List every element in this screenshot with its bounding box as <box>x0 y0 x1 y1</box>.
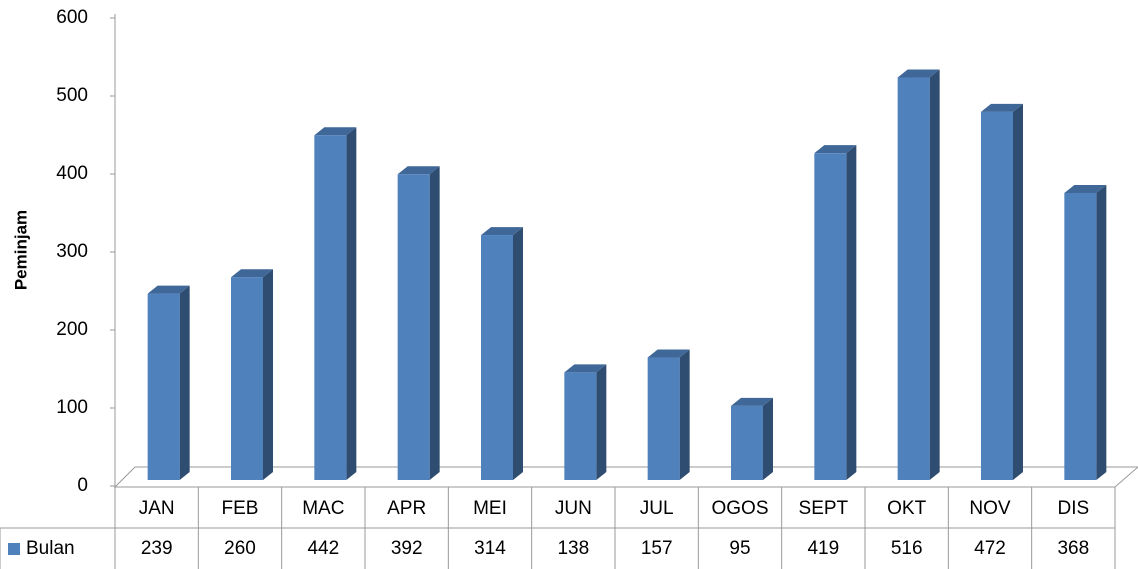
legend-label: Bulan <box>26 538 75 559</box>
bar <box>731 405 763 480</box>
bar-side <box>596 364 607 480</box>
y-axis-title: Peminjam <box>11 210 30 290</box>
y-tick-label: 0 <box>77 475 88 496</box>
bar-top <box>314 127 357 136</box>
table-value: 239 <box>141 538 173 559</box>
bar-side <box>846 145 857 480</box>
bar-side <box>429 166 440 481</box>
bar <box>147 293 180 480</box>
bar-side <box>513 227 523 480</box>
table-value: 95 <box>729 538 750 559</box>
bar-top <box>981 103 1023 112</box>
bar <box>314 135 347 481</box>
y-tick-label: 600 <box>56 7 88 28</box>
table-value: 419 <box>807 538 839 559</box>
bar-side <box>929 69 940 481</box>
x-tick-label: DIS <box>1057 498 1089 519</box>
bar <box>647 357 680 480</box>
table-value: 368 <box>1057 538 1089 559</box>
bar <box>1064 192 1097 480</box>
bar-side <box>679 349 690 480</box>
x-tick-label: OKT <box>887 498 926 519</box>
table-value: 516 <box>891 538 923 559</box>
y-tick-label: 500 <box>56 85 88 106</box>
x-tick-label: OGOS <box>711 498 768 519</box>
bar <box>231 277 263 480</box>
legend-swatch <box>8 543 20 555</box>
table-value: 472 <box>974 538 1006 559</box>
bar <box>981 111 1013 480</box>
bar-side <box>179 285 190 480</box>
bar-side <box>1013 103 1023 480</box>
y-tick-label: 300 <box>56 241 88 262</box>
x-tick-label: NOV <box>969 498 1011 519</box>
bar-side <box>263 269 273 480</box>
y-tick-label: 100 <box>56 397 88 418</box>
x-tick-label: MAC <box>302 498 344 519</box>
table-value: 314 <box>474 538 506 559</box>
x-tick-label: MEI <box>473 498 507 519</box>
bar-top <box>814 145 857 154</box>
bar-top <box>647 349 690 358</box>
x-tick-label: FEB <box>222 498 259 519</box>
x-tick-label: APR <box>387 498 426 519</box>
bar-top <box>564 364 607 373</box>
bar-side <box>1096 184 1107 480</box>
y-tick-label: 200 <box>56 319 88 340</box>
table-value: 157 <box>641 538 673 559</box>
x-tick-label: SEPT <box>799 498 849 519</box>
bar <box>397 174 430 481</box>
table-value: 392 <box>391 538 423 559</box>
table-value: 260 <box>224 538 256 559</box>
x-tick-label: JUL <box>640 498 674 519</box>
bar <box>814 153 847 480</box>
bar <box>564 372 597 480</box>
bar <box>481 235 513 480</box>
bar-top <box>481 227 523 236</box>
x-tick-label: JUN <box>555 498 592 519</box>
bar-top <box>731 397 773 406</box>
bar-top <box>897 69 940 78</box>
bar-top <box>397 166 440 175</box>
bar-top <box>1064 184 1107 193</box>
bar-top <box>231 269 273 278</box>
bar-side <box>763 397 773 480</box>
bar-top <box>147 285 190 294</box>
x-tick-label: JAN <box>139 498 175 519</box>
bar <box>897 77 930 481</box>
bar-side <box>346 127 357 481</box>
table-value: 138 <box>557 538 589 559</box>
y-tick-label: 400 <box>56 163 88 184</box>
table-value: 442 <box>307 538 339 559</box>
